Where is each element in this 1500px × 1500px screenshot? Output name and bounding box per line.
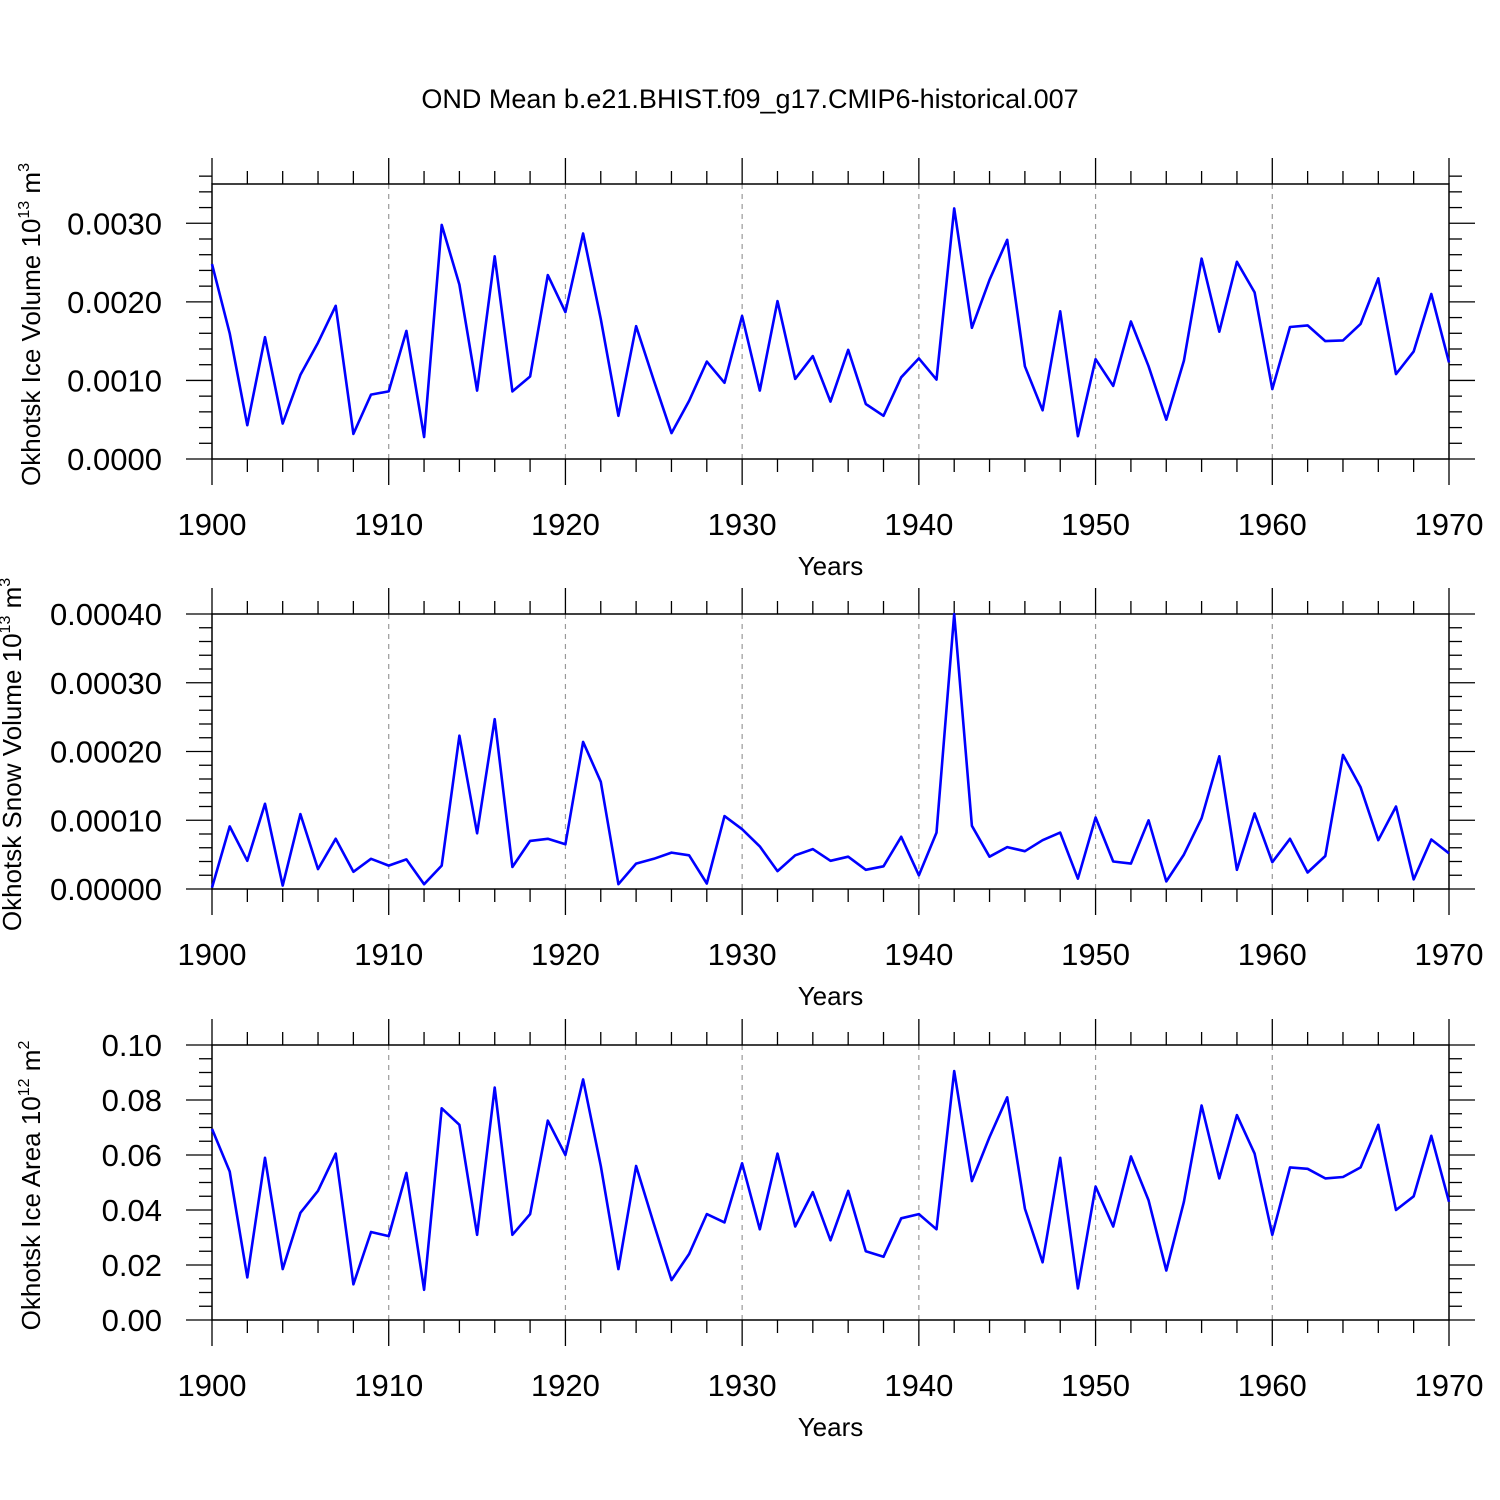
- x-axis-title: Years: [798, 551, 864, 581]
- y-axis-title-superscript: 13: [0, 616, 14, 634]
- x-tick-label: 1900: [178, 937, 247, 972]
- panel-ice-area: 1900 1910 1920 1930 1940 1950 1960 1970 0.00 0.02…: [16, 1019, 1483, 1442]
- y-axis-title-part: Okhotsk Ice Volume 10: [16, 219, 46, 486]
- x-tick-label: 1950: [1061, 1368, 1130, 1403]
- x-axis-title: Years: [798, 981, 864, 1011]
- x-tick-label: 1920: [531, 937, 600, 972]
- x-tick-label: 1940: [884, 1368, 953, 1403]
- plot-frame: [211, 183, 1450, 460]
- y-axis-title-superscript: 3: [0, 578, 14, 587]
- y-axis-title: Okhotsk Ice Volume 1013 m3: [16, 163, 46, 486]
- y-tick-label: 0.06: [102, 1138, 162, 1173]
- x-tick-label: 1910: [354, 937, 423, 972]
- y-axis-title-superscript: 3: [16, 163, 33, 172]
- y-axis-title: Okhotsk Ice Area 1012 m2: [16, 1041, 46, 1331]
- x-tick-label: 1920: [531, 1368, 600, 1403]
- x-tick-label: 1950: [1061, 507, 1130, 542]
- y-tick-label: 0.00: [102, 1303, 162, 1338]
- x-tick-label: 1970: [1415, 1368, 1484, 1403]
- x-tick-label: 1960: [1238, 937, 1307, 972]
- y-tick-label: 0.0010: [67, 363, 162, 398]
- x-tick-label: 1930: [708, 1368, 777, 1403]
- y-tick-label: 0.00010: [50, 803, 162, 838]
- y-tick-label: 0.00030: [50, 666, 162, 701]
- x-tick-label: 1910: [354, 507, 423, 542]
- y-tick-label: 0.04: [102, 1193, 162, 1228]
- x-tick-label: 1970: [1415, 937, 1484, 972]
- x-tick-label: 1930: [708, 937, 777, 972]
- y-axis-title-superscript: 12: [16, 1078, 33, 1096]
- y-axis-title-part: Okhotsk Ice Area 10: [16, 1096, 46, 1330]
- x-tick-label: 1960: [1238, 507, 1307, 542]
- series-line-ice-area: [210, 1069, 1451, 1292]
- series-line-snow-volume: [210, 612, 1450, 888]
- y-axis-title: Okhotsk Snow Volume 1013 m3: [0, 578, 27, 931]
- x-axis-title: Years: [798, 1412, 864, 1442]
- y-axis-title-part: Okhotsk Snow Volume 10: [0, 633, 27, 931]
- x-tick-label: 1920: [531, 507, 600, 542]
- x-tick-label: 1910: [354, 1368, 423, 1403]
- x-tick-label: 1940: [884, 937, 953, 972]
- x-tick-label: 1950: [1061, 937, 1130, 972]
- y-axis-title-superscript: 13: [16, 201, 33, 219]
- y-tick-label: 0.08: [102, 1083, 162, 1118]
- y-tick-label: 0.00000: [50, 872, 162, 907]
- x-tick-label: 1960: [1238, 1368, 1307, 1403]
- y-axis-title-part: m: [0, 587, 27, 616]
- x-tick-label: 1900: [178, 507, 247, 542]
- y-tick-label: 0.0030: [67, 206, 162, 241]
- y-tick-label: 0.00020: [50, 735, 162, 770]
- x-tick-label: 1900: [178, 1368, 247, 1403]
- y-tick-label: 0.00040: [50, 597, 162, 632]
- y-tick-label: 0.0000: [67, 442, 162, 477]
- figure-title: OND Mean b.e21.BHIST.f09_g17.CMIP6-histo…: [421, 84, 1078, 114]
- x-tick-label: 1970: [1415, 507, 1484, 542]
- panel-ice-volume: 1900 1910 1920 1930 1940 1950 1960 1970 0.0000 0.…: [16, 158, 1483, 581]
- panel-snow-volume: 1900 1910 1920 1930 1940 1950 1960 1970 0.00000 0…: [0, 578, 1483, 1011]
- y-tick-label: 0.10: [102, 1028, 162, 1063]
- y-tick-label: 0.02: [102, 1248, 162, 1283]
- y-tick-label: 0.0020: [67, 285, 162, 320]
- plot-frame: [211, 613, 1450, 890]
- series-line-ice-volume: [210, 207, 1451, 439]
- y-axis-title-part: m: [16, 1050, 46, 1079]
- x-tick-label: 1930: [708, 507, 777, 542]
- x-tick-label: 1940: [884, 507, 953, 542]
- plot-frame: [211, 1044, 1450, 1321]
- y-axis-title-part: m: [16, 172, 46, 201]
- y-axis-title-superscript: 2: [16, 1041, 33, 1050]
